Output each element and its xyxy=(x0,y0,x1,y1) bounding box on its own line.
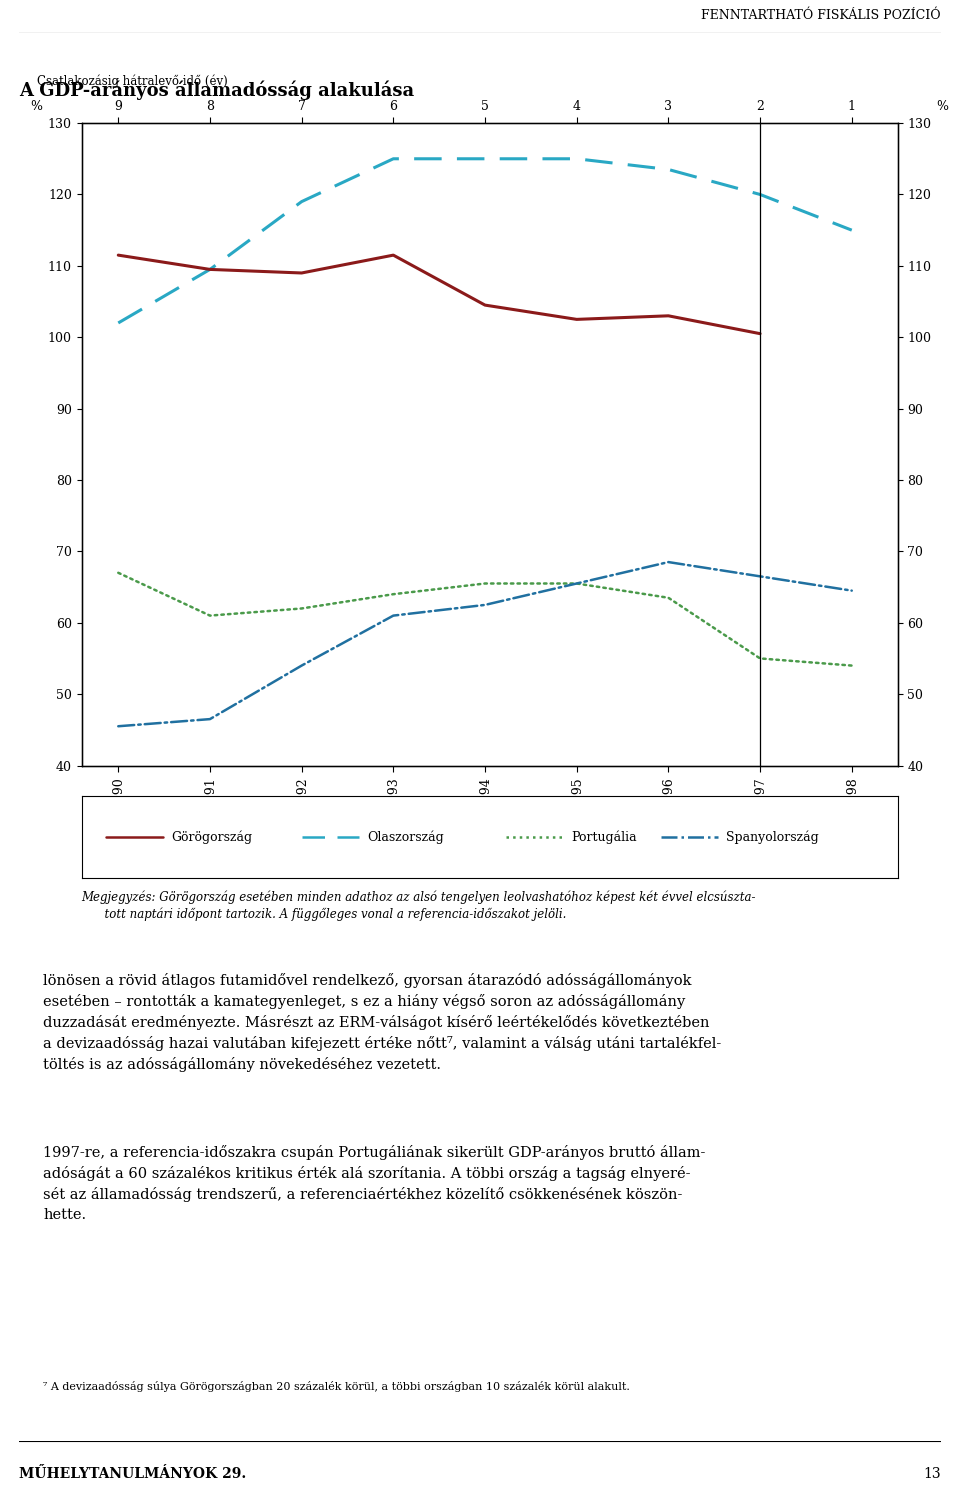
Text: %: % xyxy=(31,101,43,114)
Text: 13: 13 xyxy=(924,1466,941,1481)
Text: 5. ábra: 5. ábra xyxy=(29,44,88,59)
Text: MŰHELYTANULMÁNYOK 29.: MŰHELYTANULMÁNYOK 29. xyxy=(19,1466,247,1481)
Text: Portugália: Portugália xyxy=(571,830,636,844)
Text: Görögország: Görögország xyxy=(172,830,252,844)
Text: FENNTARTHATÓ FISKÁLIS POZÍCIÓ: FENNTARTHATÓ FISKÁLIS POZÍCIÓ xyxy=(701,9,941,21)
Text: Olaszország: Olaszország xyxy=(368,830,444,844)
Text: Spanyolország: Spanyolország xyxy=(726,830,819,844)
Text: lönösen a rövid átlagos futamidővel rendelkező, gyorsan átarazódó adósságállomán: lönösen a rövid átlagos futamidővel rend… xyxy=(43,973,722,1072)
Text: Csatlakozásig hátralevő idő (év): Csatlakozásig hátralevő idő (év) xyxy=(36,74,228,87)
Text: 1997-re, a referencia-időszakra csupán Portugáliának sikerült GDP-arányos bruttó: 1997-re, a referencia-időszakra csupán P… xyxy=(43,1145,706,1222)
Text: %: % xyxy=(936,101,948,114)
Text: A GDP-arányos államadósság alakulása: A GDP-arányos államadósság alakulása xyxy=(19,81,415,101)
Text: Megjegyzés: Görögország esetében minden adathoz az alsó tengelyen leolvashatóhoz: Megjegyzés: Görögország esetében minden … xyxy=(82,890,756,922)
Text: ⁷ A devizaadósság súlya Görögországban 20 százalék körül, a többi országban 10 s: ⁷ A devizaadósság súlya Görögországban 2… xyxy=(43,1381,630,1391)
